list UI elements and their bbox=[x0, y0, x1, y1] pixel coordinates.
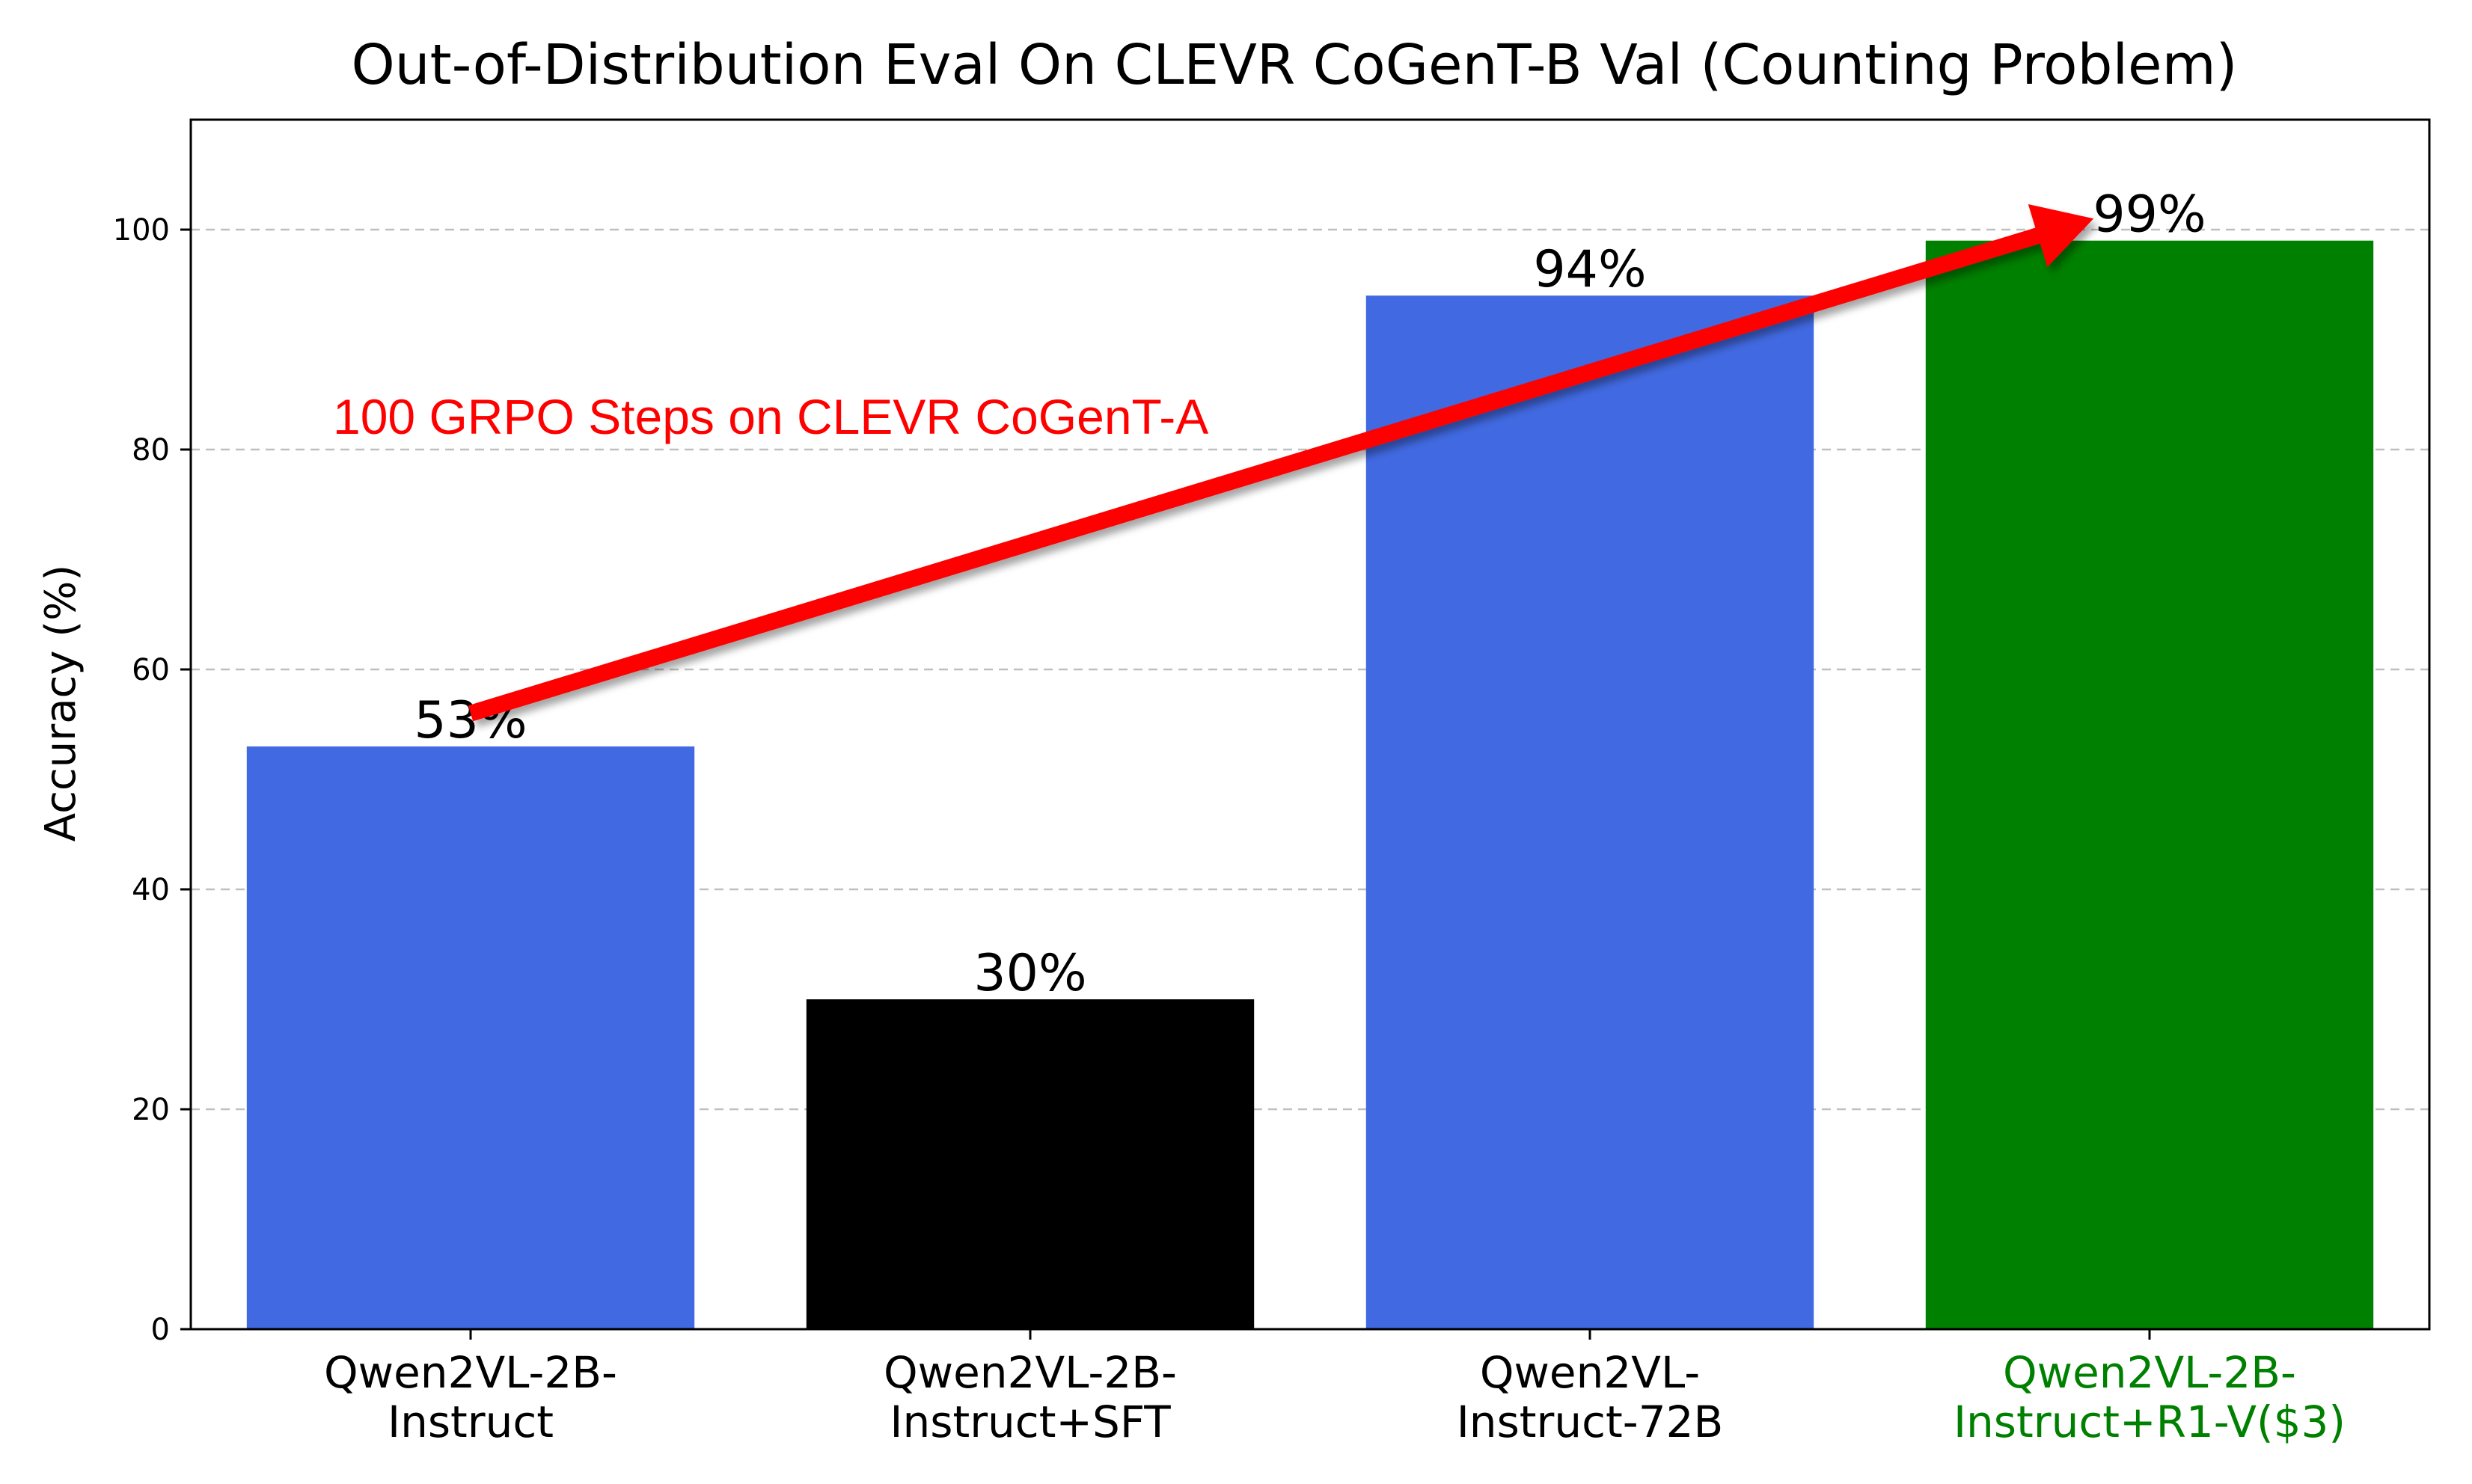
x-tick-label-line: Qwen2VL- bbox=[1480, 1347, 1700, 1398]
y-tick-label: 40 bbox=[132, 873, 170, 907]
y-tick-label: 80 bbox=[132, 433, 170, 467]
bars bbox=[246, 240, 2374, 1330]
bar-value-label: 94% bbox=[1533, 240, 1646, 299]
y-axis-ticks: 0 20 40 60 80 100 bbox=[113, 213, 191, 1347]
y-tick-label: 0 bbox=[151, 1313, 170, 1347]
bar-value-label: 30% bbox=[973, 944, 1086, 1003]
y-tick-label: 60 bbox=[132, 653, 170, 687]
chart-title: Out-of-Distribution Eval On CLEVR CoGenT… bbox=[351, 33, 2237, 97]
x-tick-label-line: Qwen2VL-2B- bbox=[324, 1347, 617, 1398]
bar-value-label: 99% bbox=[2093, 186, 2206, 245]
x-tick-label: Qwen2VL-2B-Instruct+SFT bbox=[884, 1347, 1177, 1447]
x-axis-ticks: Qwen2VL-2B-InstructQwen2VL-2B-Instruct+S… bbox=[324, 1329, 2346, 1447]
annotation-text: 100 GRPO Steps on CLEVR CoGenT-A bbox=[333, 389, 1208, 444]
bar bbox=[246, 746, 695, 1329]
x-tick-label-line: Qwen2VL-2B- bbox=[2003, 1347, 2296, 1398]
x-tick-label-line: Qwen2VL-2B- bbox=[884, 1347, 1177, 1398]
x-tick-label: Qwen2VL-Instruct-72B bbox=[1457, 1347, 1724, 1447]
x-tick-label-line: Instruct+SFT bbox=[890, 1396, 1171, 1447]
bar bbox=[806, 999, 1255, 1329]
x-tick-label: Qwen2VL-2B-Instruct+R1-V($3) bbox=[1954, 1347, 2346, 1447]
data-labels: 53%30%94%99% bbox=[414, 186, 2206, 1003]
annotation: 100 GRPO Steps on CLEVR CoGenT-A bbox=[333, 204, 2094, 722]
x-tick-label-line: Instruct+R1-V($3) bbox=[1954, 1396, 2346, 1447]
x-tick-label: Qwen2VL-2B-Instruct bbox=[324, 1347, 617, 1447]
y-tick-label: 20 bbox=[132, 1093, 170, 1127]
bar bbox=[1925, 240, 2374, 1330]
axes-frame bbox=[189, 118, 2431, 1331]
x-tick-label-line: Instruct-72B bbox=[1457, 1396, 1724, 1447]
y-axis-label: Accuracy (%) bbox=[37, 565, 85, 841]
annotation-arrow bbox=[468, 204, 2094, 722]
bar bbox=[1365, 295, 1814, 1330]
y-tick-label: 100 bbox=[113, 213, 170, 248]
x-tick-label-line: Instruct bbox=[388, 1396, 554, 1447]
